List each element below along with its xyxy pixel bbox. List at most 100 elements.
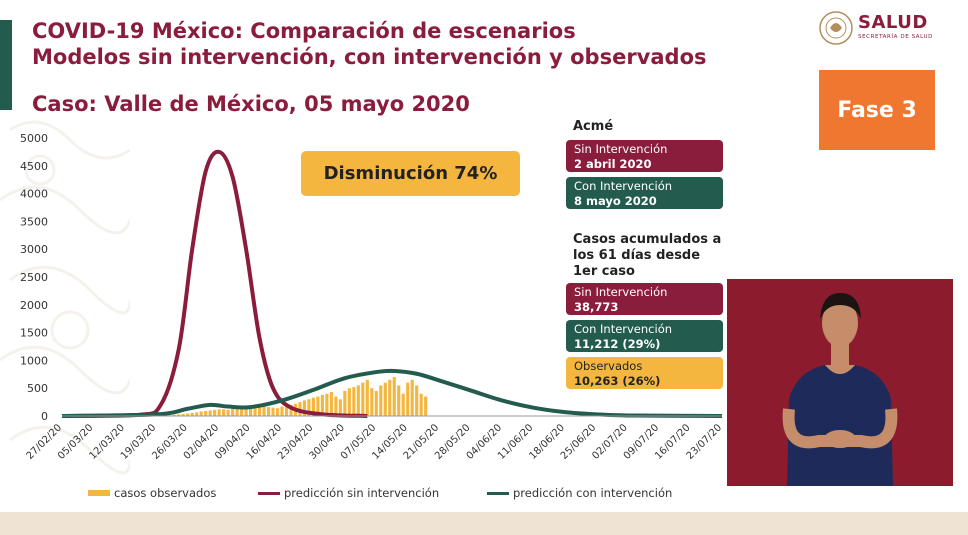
acme-heading: Acmé	[573, 119, 614, 134]
observed-bar	[401, 393, 405, 416]
observed-bar	[424, 396, 428, 416]
salud-logo	[819, 11, 853, 45]
observed-bar	[262, 405, 266, 416]
y-tick-label: 3000	[20, 243, 48, 256]
sign-language-interpreter	[727, 279, 953, 486]
observed-bar	[186, 413, 190, 416]
observed-bar	[177, 414, 181, 416]
y-tick-label: 2000	[20, 299, 48, 312]
legend-observed: casos observados	[88, 486, 216, 500]
acme-sin-value: 2 abril 2020	[574, 157, 652, 171]
y-tick-label: 4000	[20, 188, 48, 201]
observed-bar	[266, 407, 271, 416]
observed-bar	[397, 385, 401, 416]
observed-bar	[280, 406, 284, 416]
observed-bar	[365, 379, 369, 416]
observed-bar	[406, 382, 410, 416]
accumulated-heading: Casos acumulados a los 61 días desde 1er…	[573, 232, 722, 279]
observed-bar	[190, 412, 194, 416]
observed-bar	[289, 404, 293, 416]
acme-sin-box: Sin Intervención 2 abril 2020	[566, 140, 723, 172]
interpreter-figure	[782, 293, 898, 486]
observed-bar	[316, 396, 320, 416]
observed-bar	[356, 385, 360, 416]
logo-text: SALUD	[858, 12, 928, 33]
observed-bar	[240, 409, 244, 416]
chart-area: 0 500 1000 1500 2000 2500 3000 3500 4000 4500 5000…	[20, 132, 724, 462]
legend-con-swatch	[487, 491, 509, 495]
observed-bar	[383, 382, 387, 416]
observed-bar	[311, 397, 315, 416]
legend-sin-label: predicción sin intervención	[284, 486, 440, 500]
title-line-2: Modelos sin intervención, con intervenci…	[32, 45, 707, 69]
y-tick-label: 5000	[20, 132, 48, 145]
observed-bar	[302, 400, 307, 416]
acum-obs-label: Observados	[574, 359, 643, 373]
observed-bar	[325, 393, 329, 416]
observed-bar	[320, 394, 324, 416]
observed-bar	[253, 407, 257, 416]
observed-bar	[284, 405, 289, 416]
observed-bar	[222, 409, 226, 416]
acum-obs-box: Observados 10,263 (26%)	[566, 357, 723, 389]
observed-bar	[275, 408, 280, 416]
observed-bar	[172, 414, 176, 416]
observed-bar	[388, 379, 392, 416]
observed-bar	[231, 408, 235, 416]
observed-bar	[410, 379, 414, 416]
observed-bar	[307, 399, 311, 416]
legend-observed-label: casos observados	[114, 486, 217, 500]
series-sin-intervencion-line	[61, 149, 368, 418]
series-con-intervencion-line	[61, 368, 723, 418]
observed-bar	[226, 409, 230, 416]
observed-bar	[347, 388, 351, 416]
acme-sin-label: Sin Intervención	[574, 142, 668, 156]
legend-con-label: predicción con intervención	[513, 486, 673, 500]
acum-con-label: Con Intervención	[574, 322, 673, 336]
chart-subtitle: Caso: Valle de México, 05 mayo 2020	[32, 92, 470, 116]
observed-bar	[419, 393, 423, 416]
acme-con-box: Con Intervención 8 mayo 2020	[566, 177, 723, 209]
acum-con-box: Con Intervención 11,212 (29%)	[566, 320, 723, 352]
legend-sin-swatch	[258, 491, 280, 495]
acme-con-value: 8 mayo 2020	[574, 194, 657, 208]
acum-sin-value: 38,773	[574, 300, 619, 314]
observed-bar	[217, 409, 221, 416]
y-tick-label: 1000	[20, 354, 48, 367]
logo-subtext: SECRETARÍA DE SALUD	[858, 34, 934, 40]
decorative-pattern	[0, 120, 130, 475]
acum-con-value: 11,212 (29%)	[574, 337, 661, 351]
chart-title: COVID-19 México: Comparación de escenari…	[32, 18, 707, 70]
y-tick-label: 1500	[20, 327, 48, 340]
y-tick-label: 3500	[20, 215, 48, 228]
observed-bar	[379, 385, 383, 416]
y-tick-label: 2500	[20, 271, 48, 284]
observed-bar	[244, 408, 248, 416]
observed-bar	[374, 390, 378, 416]
observed-bar	[392, 377, 396, 416]
observed-bar	[181, 414, 185, 416]
observed-bar	[334, 396, 338, 416]
footer-band	[0, 512, 968, 535]
observed-bar	[199, 411, 203, 416]
phase-badge: Fase 3	[819, 70, 935, 150]
y-tick-label: 0	[41, 410, 48, 423]
reduction-callout: Disminución 74%	[301, 151, 520, 196]
observed-bar	[235, 408, 239, 416]
acum-sin-box: Sin Intervención 38,773	[566, 283, 723, 315]
observed-bar	[338, 399, 342, 416]
observed-bar	[370, 388, 374, 416]
acum-obs-value: 10,263 (26%)	[574, 374, 661, 388]
observed-bar	[415, 385, 419, 416]
legend-sin: predicción sin intervención	[258, 486, 439, 500]
observed-bar	[352, 387, 356, 416]
y-tick-label: 4500	[20, 160, 48, 173]
acum-sin-label: Sin Intervención	[574, 285, 668, 299]
observed-bar	[208, 410, 212, 416]
accent-bar	[0, 20, 12, 110]
legend-observed-swatch	[88, 490, 110, 496]
observed-bar	[271, 407, 275, 416]
observed-bar	[329, 392, 333, 416]
observed-bar	[249, 407, 253, 416]
observed-bar	[257, 406, 262, 416]
